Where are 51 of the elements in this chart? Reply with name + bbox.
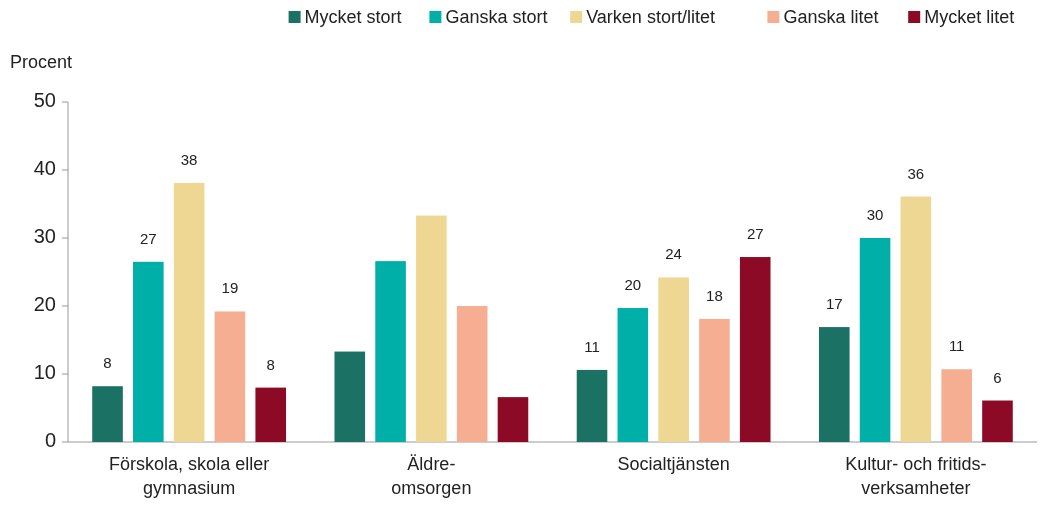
bar xyxy=(173,182,205,442)
data-label: 6 xyxy=(993,368,1002,386)
y-tick-label: 30 xyxy=(33,225,56,248)
data-label: 18 xyxy=(706,286,723,304)
x-tick-label: Kultur- och fritids- verksamheter xyxy=(845,454,987,498)
bar xyxy=(617,308,649,442)
bar xyxy=(658,277,689,442)
data-label: 24 xyxy=(665,245,682,263)
legend-label: Ganska stort xyxy=(445,6,548,27)
legend-label: Varken stort/litet xyxy=(586,6,715,27)
bar xyxy=(941,369,972,442)
data-label: 20 xyxy=(624,276,642,294)
data-label: 19 xyxy=(221,279,239,297)
y-tick-label: 40 xyxy=(33,157,56,180)
bar xyxy=(818,327,850,442)
y-tick-label: 0 xyxy=(44,429,56,452)
bar xyxy=(456,306,488,442)
data-label: 27 xyxy=(139,229,157,247)
bar xyxy=(576,369,608,442)
data-label: 36 xyxy=(907,164,925,182)
data-label: 27 xyxy=(746,225,764,243)
data-label: 11 xyxy=(584,337,600,355)
bar xyxy=(859,238,891,442)
bar xyxy=(699,318,730,442)
bar xyxy=(982,400,1013,442)
x-tick-label: Socialtjänsten xyxy=(617,454,730,474)
data-label: 11 xyxy=(948,337,965,355)
data-label: 30 xyxy=(866,206,884,223)
bar xyxy=(334,351,366,442)
bar xyxy=(497,397,529,442)
bar xyxy=(416,215,447,442)
data-label: 8 xyxy=(266,355,275,373)
bar xyxy=(375,261,406,442)
data-label: 38 xyxy=(180,150,198,168)
bar xyxy=(900,196,932,442)
bar xyxy=(92,386,123,442)
bar xyxy=(214,311,246,442)
data-label: 8 xyxy=(103,354,112,372)
bar xyxy=(739,257,771,442)
x-tick-label: Äldre- omsorgen xyxy=(391,454,472,498)
legend-label: Mycket stort xyxy=(304,6,402,27)
y-tick-label: 50 xyxy=(33,89,56,112)
data-label: 17 xyxy=(825,295,843,313)
bar xyxy=(133,261,164,442)
legend-label: Ganska litet xyxy=(783,6,879,27)
legend-label: Mycket litet xyxy=(924,6,1015,27)
y-axis-title: Procent xyxy=(10,52,73,72)
bar xyxy=(255,387,287,442)
x-tick-label: Förskola, skola eller gymnasium xyxy=(109,454,270,498)
y-tick-label: 10 xyxy=(33,361,56,384)
y-tick-label: 20 xyxy=(33,293,56,316)
